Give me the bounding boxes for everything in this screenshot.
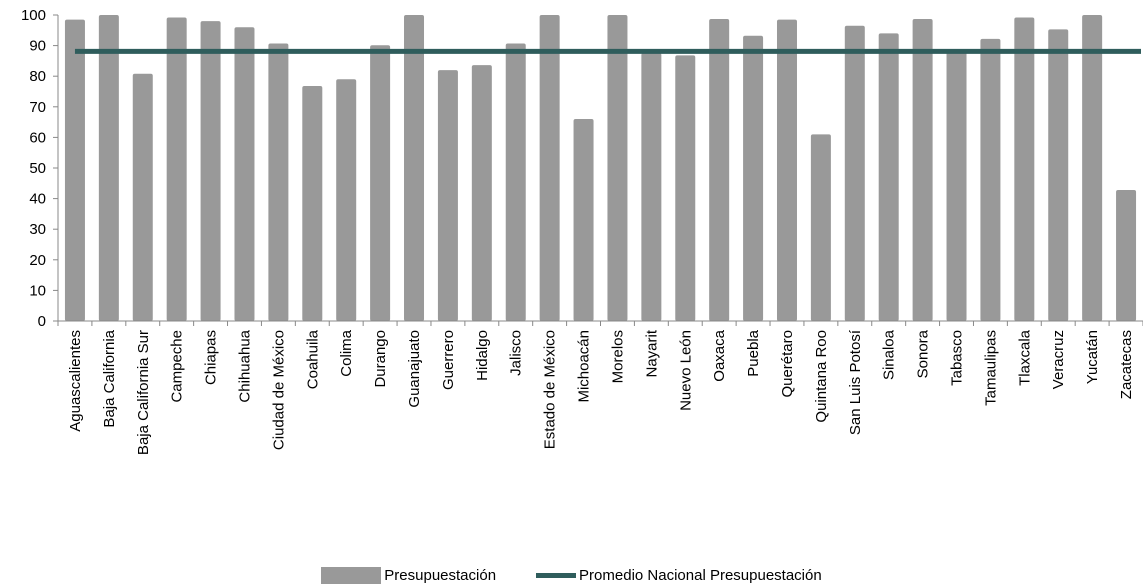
y-tick-label: 10 bbox=[29, 282, 46, 299]
x-tick-label: Sinaloa bbox=[881, 329, 898, 380]
bar-chart: 0 10 20 30 40 50 60 70 80 90 100 Aguascalientes Baj… bbox=[21, 7, 1143, 455]
y-tick-label: 20 bbox=[29, 252, 46, 269]
x-tick-label: Zacatecas bbox=[1118, 330, 1135, 399]
bar bbox=[404, 15, 425, 321]
bar bbox=[912, 18, 933, 322]
y-tick-label: 30 bbox=[29, 221, 46, 238]
legend-item-presupuestacion: Presupuestación bbox=[321, 566, 497, 584]
y-tick-label: 0 bbox=[38, 313, 46, 330]
x-tick-label: Estado de México bbox=[542, 330, 559, 449]
x-tick-label: Oaxaca bbox=[711, 329, 728, 381]
bar bbox=[946, 51, 967, 321]
bars-group bbox=[64, 15, 1137, 322]
y-tick-label: 40 bbox=[29, 191, 46, 208]
bar bbox=[268, 43, 289, 321]
x-tick-label: Morelos bbox=[609, 330, 626, 383]
x-tick-label: Jalisco bbox=[508, 330, 525, 376]
bar bbox=[64, 19, 85, 322]
y-tick-label: 60 bbox=[29, 129, 46, 146]
legend-label-promedio: Promedio Nacional Presupuestación bbox=[579, 566, 822, 584]
x-tick-label: Baja California Sur bbox=[135, 330, 152, 455]
x-tick-label: Tlaxcala bbox=[1016, 329, 1033, 386]
bar bbox=[98, 15, 119, 321]
bar bbox=[1048, 29, 1069, 322]
bar bbox=[471, 65, 492, 322]
bar bbox=[505, 43, 526, 321]
bar bbox=[336, 79, 357, 321]
x-tick-label: Chiapas bbox=[203, 330, 220, 385]
x-tick-label: Aguascalientes bbox=[67, 330, 84, 432]
bar bbox=[1116, 190, 1137, 321]
y-tick-label: 50 bbox=[29, 160, 46, 177]
bar bbox=[234, 27, 255, 322]
bar bbox=[370, 45, 391, 321]
bar bbox=[200, 21, 221, 322]
y-axis: 0 10 20 30 40 50 60 70 80 90 100 bbox=[21, 7, 59, 330]
x-tick-label: Tamaulipas bbox=[982, 330, 999, 406]
bar bbox=[709, 18, 730, 322]
y-tick-label: 90 bbox=[29, 38, 46, 55]
bar bbox=[539, 15, 560, 321]
x-tick-label: Guerrero bbox=[440, 330, 457, 390]
bar bbox=[641, 52, 662, 321]
bar bbox=[302, 85, 323, 321]
y-tick-label: 80 bbox=[29, 68, 46, 85]
x-tick-label: Veracruz bbox=[1050, 330, 1067, 389]
x-tick-label: Puebla bbox=[745, 329, 762, 376]
bar bbox=[675, 55, 696, 321]
x-tick-label: Querétaro bbox=[779, 330, 796, 398]
x-tick-label: Nayarit bbox=[643, 329, 660, 377]
x-tick-label: Nuevo León bbox=[677, 330, 694, 411]
y-tick-label: 70 bbox=[29, 99, 46, 116]
x-tick-label: Yucatán bbox=[1084, 330, 1101, 384]
legend-bar-swatch bbox=[321, 566, 382, 584]
bar bbox=[844, 25, 865, 322]
bar bbox=[166, 17, 187, 322]
bar bbox=[132, 73, 153, 321]
x-tick-label: Baja California bbox=[101, 329, 118, 427]
bar bbox=[878, 33, 899, 322]
bar bbox=[776, 19, 797, 322]
x-tick-label: Coahuila bbox=[304, 329, 321, 389]
legend-line-swatch bbox=[536, 572, 577, 578]
legend: Presupuestación Promedio Nacional Presup… bbox=[0, 563, 1143, 587]
y-tick-label: 100 bbox=[21, 7, 46, 24]
legend-item-promedio: Promedio Nacional Presupuestación bbox=[536, 567, 822, 584]
bar bbox=[437, 70, 458, 321]
x-tick-label: Hidalgo bbox=[474, 330, 491, 381]
bar bbox=[573, 119, 594, 321]
x-tick-label: Quintana Roo bbox=[813, 330, 830, 423]
bar bbox=[607, 15, 628, 321]
bar bbox=[980, 38, 1001, 321]
bar bbox=[743, 35, 764, 322]
bar bbox=[1014, 17, 1035, 322]
x-tick-label: Guanajuato bbox=[406, 330, 423, 408]
x-tick-label: Colima bbox=[338, 329, 355, 376]
x-tick-label: Campeche bbox=[169, 330, 186, 403]
legend-label-presupuestacion: Presupuestación bbox=[384, 566, 497, 584]
x-tick-label: San Luis Potosí bbox=[847, 329, 864, 435]
x-axis: Aguascalientes Baja California Baja Califo… bbox=[57, 320, 1143, 455]
bar bbox=[1082, 15, 1103, 321]
x-tick-label: Tabasco bbox=[949, 330, 966, 386]
x-tick-label: Durango bbox=[372, 330, 389, 388]
x-tick-label: Ciudad de México bbox=[270, 330, 287, 450]
x-tick-label: Sonora bbox=[915, 329, 932, 378]
x-tick-label: Michoacán bbox=[576, 330, 593, 403]
bar bbox=[810, 134, 831, 321]
x-tick-label: Chihuahua bbox=[236, 329, 253, 402]
